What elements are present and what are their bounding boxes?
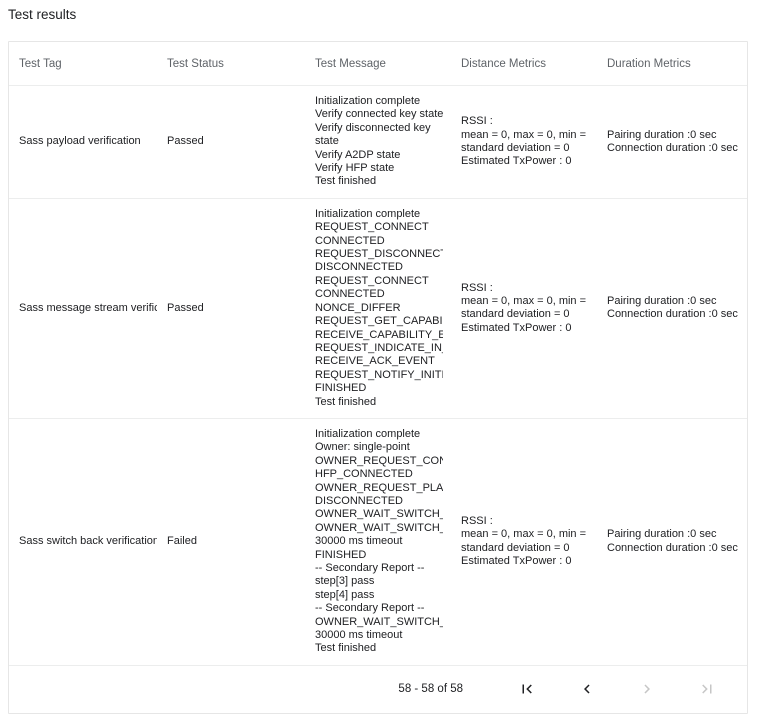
cell-test-tag: Sass payload verification [9,85,157,199]
cell-duration-metrics: Pairing duration :0 sec Connection durat… [597,198,747,419]
distance-metrics-text: RSSI : mean = 0, max = 0, min = 0, stand… [461,281,587,334]
cell-test-status: Passed [157,198,305,419]
paginator: 58 - 58 of 58 [9,665,747,713]
table-row[interactable]: Sass payload verification Passed Initial… [9,85,747,199]
paginator-range-label: 58 - 58 of 58 [398,683,463,696]
column-header-test-tag[interactable]: Test Tag [9,42,157,86]
cell-test-status: Failed [157,418,305,666]
first-page-button[interactable] [507,669,547,709]
test-message-text: Initialization complete REQUEST_CONNECT … [315,207,443,408]
cell-test-status: Passed [157,85,305,199]
table-row[interactable]: Sass message stream verification Passed … [9,198,747,419]
test-message-text: Initialization complete Verify connected… [315,95,443,188]
previous-page-button[interactable] [567,669,607,709]
duration-metrics-text: Pairing duration :0 sec Connection durat… [607,294,738,321]
cell-test-message: Initialization complete Owner: single-po… [305,418,451,666]
table-body: Sass payload verification Passed Initial… [9,85,747,666]
test-message-text: Initialization complete Owner: single-po… [315,427,443,655]
cell-test-tag: Sass switch back verification [9,418,157,666]
column-header-test-message[interactable]: Test Message [305,42,451,86]
cell-duration-metrics: Pairing duration :0 sec Connection durat… [597,85,747,199]
table-row[interactable]: Sass switch back verification Failed Ini… [9,418,747,666]
next-page-button[interactable] [627,669,667,709]
cell-test-message: Initialization complete REQUEST_CONNECT … [305,198,451,419]
cell-distance-metrics: RSSI : mean = 0, max = 0, min = 0, stand… [451,418,597,666]
column-header-duration-metrics[interactable]: Duration Metrics [597,42,747,86]
first-page-icon [518,680,536,698]
page-title: Test results [8,7,77,22]
chevron-left-icon [578,680,596,698]
cell-distance-metrics: RSSI : mean = 0, max = 0, min = 0, stand… [451,85,597,199]
duration-metrics-text: Pairing duration :0 sec Connection durat… [607,528,738,554]
last-page-icon [698,680,716,698]
test-results-table: Test Tag Test Status Test Message Distan… [9,42,747,666]
cell-test-tag: Sass message stream verification [9,198,157,419]
last-page-button[interactable] [687,669,727,709]
distance-metrics-text: RSSI : mean = 0, max = 0, min = 0, stand… [461,515,587,568]
table-header: Test Tag Test Status Test Message Distan… [9,42,747,86]
cell-duration-metrics: Pairing duration :0 sec Connection durat… [597,418,747,666]
column-header-distance-metrics[interactable]: Distance Metrics [451,42,597,86]
cell-distance-metrics: RSSI : mean = 0, max = 0, min = 0, stand… [451,198,597,419]
distance-metrics-text: RSSI : mean = 0, max = 0, min = 0, stand… [461,115,587,168]
column-header-test-status[interactable]: Test Status [157,42,305,86]
cell-test-message: Initialization complete Verify connected… [305,85,451,199]
duration-metrics-text: Pairing duration :0 sec Connection durat… [607,128,738,154]
test-results-card: Test Tag Test Status Test Message Distan… [8,41,748,714]
chevron-right-icon [638,680,656,698]
table-header-row: Test Tag Test Status Test Message Distan… [9,42,747,86]
